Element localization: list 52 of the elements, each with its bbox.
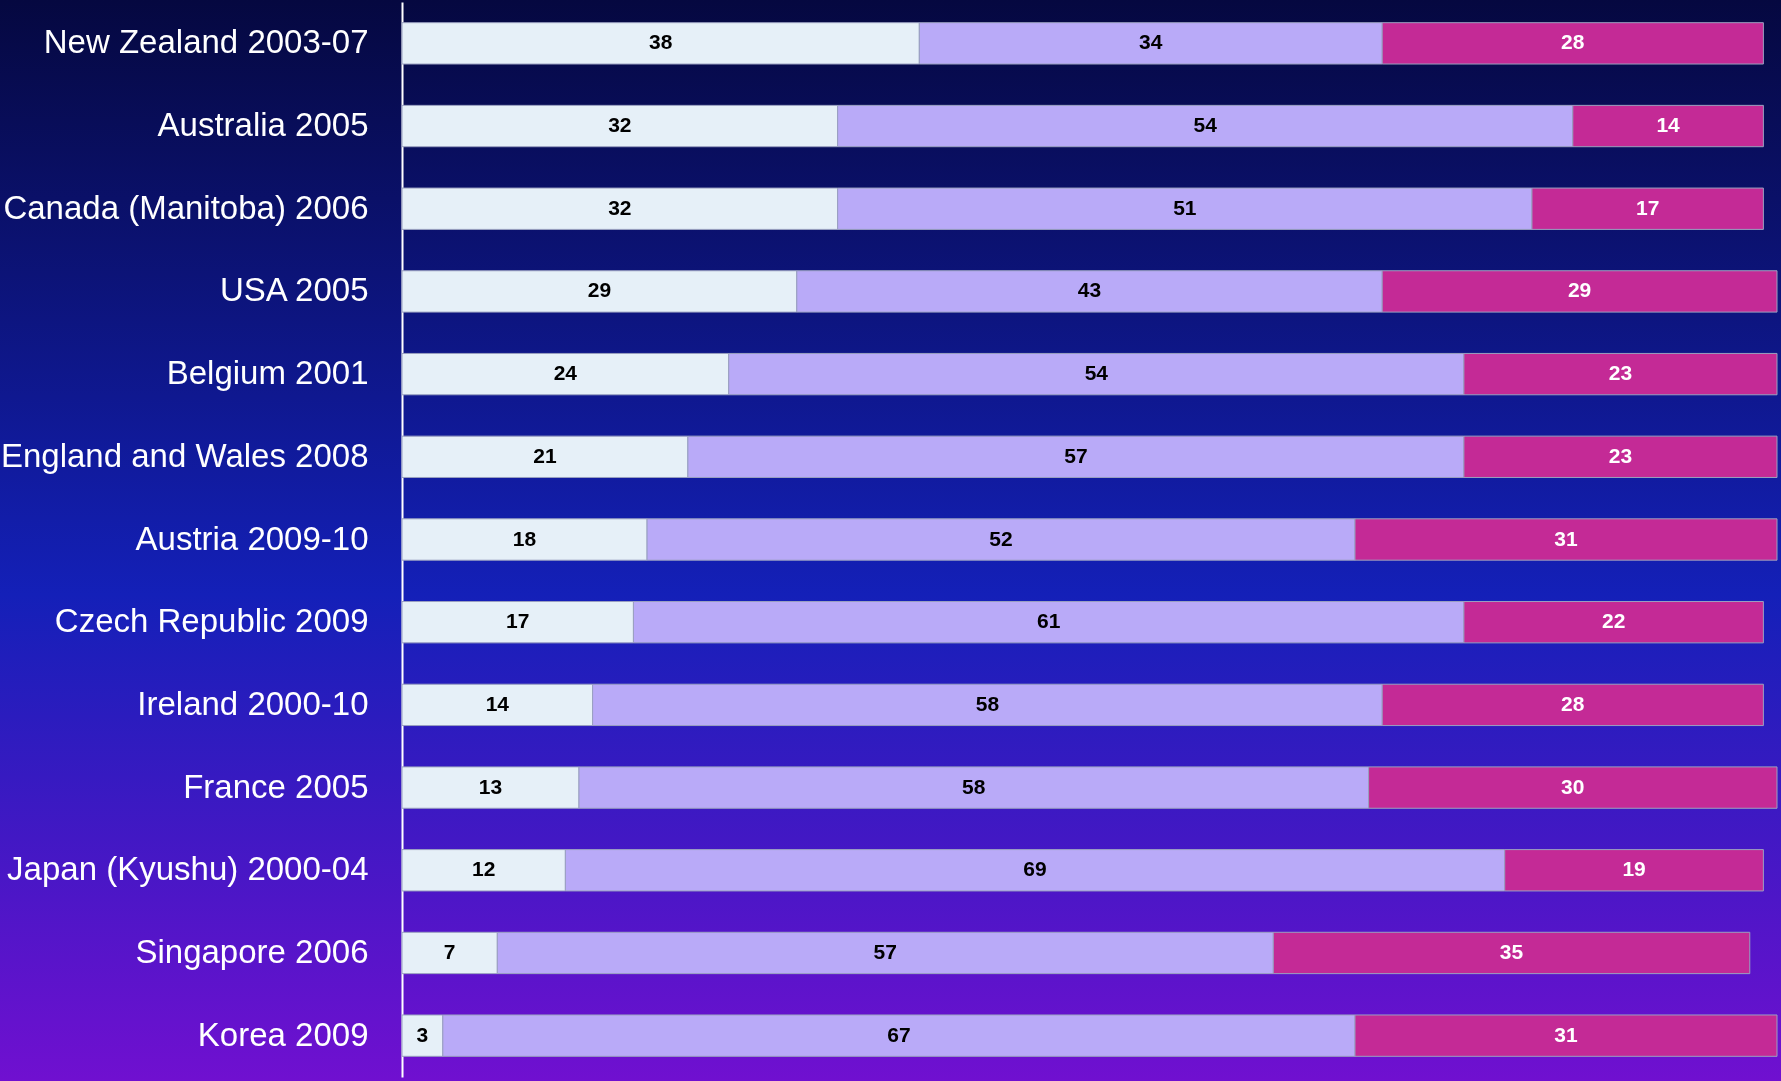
- data-label: 67: [887, 1022, 911, 1046]
- data-label: 43: [1077, 278, 1102, 302]
- y-tick-label: Japan (Kyushu) 2000-04: [7, 850, 369, 888]
- data-label: 17: [1635, 195, 1660, 219]
- data-label: 14: [1656, 113, 1681, 137]
- data-label: 58: [975, 691, 1000, 715]
- data-label: 17: [506, 609, 530, 633]
- y-tick-label: Canada (Manitoba) 2006: [3, 188, 369, 226]
- data-label: 57: [873, 939, 897, 963]
- data-label: 12: [472, 857, 496, 881]
- data-label: 18: [512, 526, 537, 550]
- y-tick-label: USA 2005: [219, 271, 369, 309]
- data-label: 61: [1036, 609, 1061, 633]
- data-label: 23: [1608, 443, 1633, 467]
- data-label: 22: [1601, 609, 1626, 633]
- data-label: 38: [648, 30, 673, 54]
- data-label: 69: [1023, 857, 1047, 881]
- data-label: 13: [478, 774, 503, 798]
- y-tick-label: Austria 2009-10: [135, 519, 369, 557]
- data-label: 29: [587, 278, 612, 302]
- data-label: 34: [1139, 30, 1163, 54]
- data-label: 28: [1561, 691, 1585, 715]
- data-label: 29: [1567, 278, 1592, 302]
- data-label: 31: [1554, 526, 1578, 550]
- data-label: 19: [1622, 857, 1646, 881]
- data-label: 58: [962, 774, 986, 798]
- y-tick-label: Australia 2005: [157, 106, 369, 144]
- y-tick-label: France 2005: [183, 767, 369, 805]
- data-label: 7: [443, 939, 456, 963]
- y-tick-label: England and Wales 2008: [0, 436, 369, 474]
- data-label: 14: [485, 691, 510, 715]
- y-tick-label: Ireland 2000-10: [137, 684, 369, 722]
- data-label: 57: [1064, 443, 1088, 467]
- y-tick-label: Korea 2009: [197, 1015, 369, 1053]
- data-label: 54: [1193, 113, 1218, 137]
- data-label: 54: [1084, 361, 1109, 385]
- y-tick-label: Belgium 2001: [166, 354, 369, 392]
- y-tick-label: New Zealand 2003-07: [43, 23, 369, 61]
- data-label: 51: [1173, 195, 1197, 219]
- y-tick-label: Czech Republic 2009: [54, 602, 369, 640]
- data-label: 28: [1561, 30, 1585, 54]
- y-tick-label: Singapore 2006: [135, 932, 369, 970]
- data-label: 32: [608, 113, 632, 137]
- data-label: 23: [1608, 361, 1633, 385]
- data-label: 21: [533, 443, 557, 467]
- data-label: 35: [1499, 939, 1524, 963]
- data-label: 24: [553, 361, 578, 385]
- data-label: 3: [416, 1022, 429, 1046]
- data-label: 32: [608, 195, 632, 219]
- data-label: 52: [989, 526, 1013, 550]
- data-label: 30: [1561, 774, 1585, 798]
- data-label: 31: [1554, 1022, 1578, 1046]
